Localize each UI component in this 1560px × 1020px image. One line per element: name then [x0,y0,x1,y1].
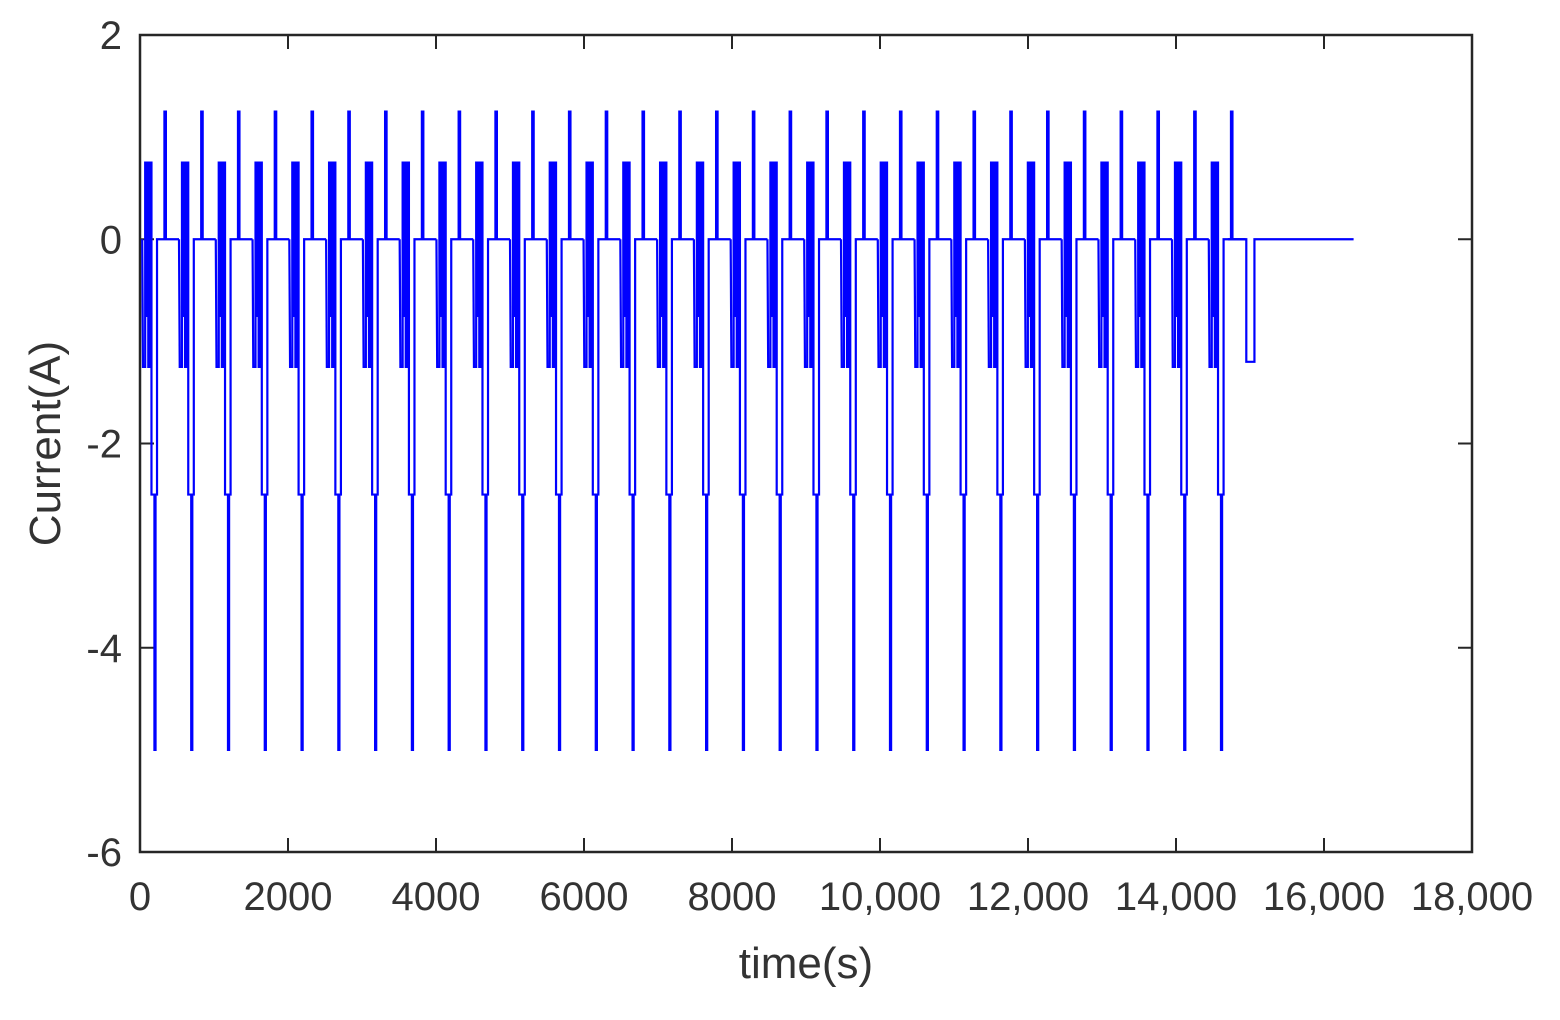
series-cycle [876,110,915,751]
series-cycle [913,110,952,751]
y-tick-label: -4 [86,627,122,671]
series-cycle [545,110,584,751]
y-tick-label: -2 [86,423,122,467]
series-cycle [1097,110,1136,751]
x-tick-label: 2000 [244,875,333,919]
series-cycle [398,110,437,751]
x-tick-label: 12,000 [967,875,1089,919]
series-cycle [214,110,253,751]
series-cycle [803,110,841,751]
series-cycle [325,110,363,751]
y-axis-label: Current(A) [21,341,70,546]
series-cycle [141,110,179,751]
x-tick-label: 18,000 [1411,875,1533,919]
series-cycle [656,110,694,751]
x-axis-ticks: 0 2000 4000 6000 8000 10,000 12,000 14,000 16,00… [129,35,1533,919]
series-cycle [619,110,658,751]
y-tick-label: 0 [100,218,122,262]
x-tick-label: 4000 [392,875,481,919]
series-cycle [1170,110,1209,751]
y-axis-ticks: -6 -4 -2 0 2 [86,14,1472,875]
x-tick-label: 0 [129,875,151,919]
series-cycle [361,110,400,751]
y-tick-label: -6 [86,831,122,875]
series-layer [141,110,1354,751]
series-cycle [435,110,474,751]
series-cycle [251,110,290,751]
series-cycle [582,110,621,751]
x-tick-label: 8000 [688,875,777,919]
series-cycle [1060,110,1099,751]
series-cycle [950,110,989,751]
x-tick-label: 14,000 [1115,875,1237,919]
series-cycle [987,110,1025,751]
x-tick-label: 10,000 [819,875,941,919]
series-cycle [766,110,805,751]
series-cycle [839,110,878,751]
series-cycle [472,110,510,751]
series-cycle [729,110,768,751]
series-tail [1227,238,1354,363]
series-cycle [288,110,327,751]
x-tick-label: 16,000 [1263,875,1385,919]
series-cycle [692,110,731,751]
y-tick-label: 2 [100,14,122,58]
x-tick-label: 6000 [540,875,629,919]
series-cycle [177,110,216,751]
series-cycle [508,110,547,751]
series-cycle [1134,110,1172,751]
series-cycle [1207,110,1246,751]
x-axis-label: time(s) [739,939,873,988]
series-cycle [1023,110,1062,751]
